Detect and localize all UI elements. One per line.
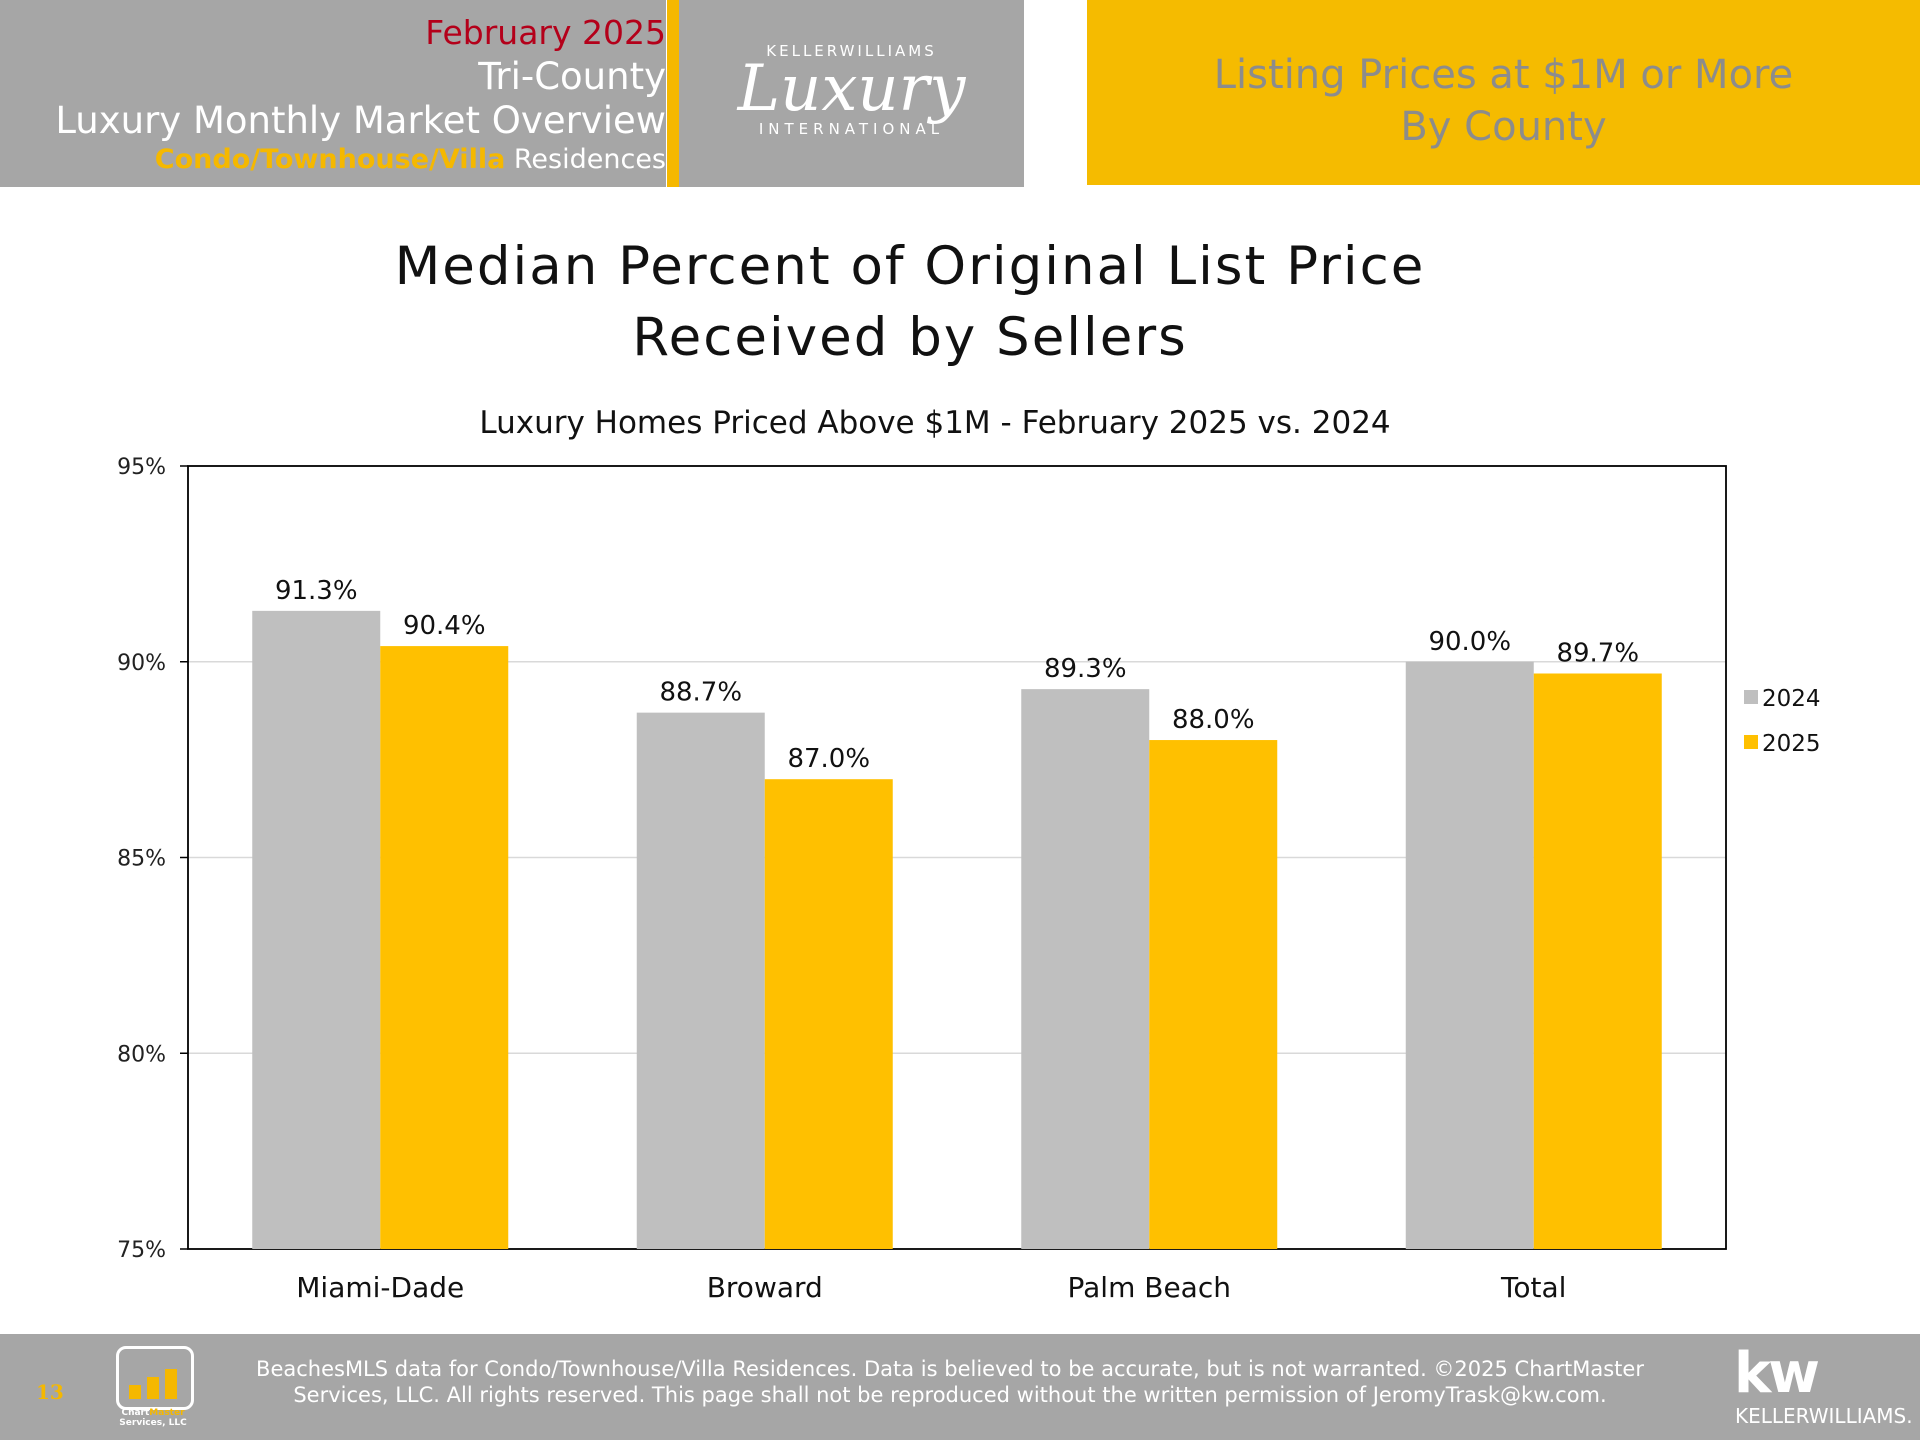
- legend-label: 2025: [1762, 731, 1821, 757]
- header-region: Tri-County: [478, 55, 666, 98]
- data-label: 90.4%: [403, 611, 486, 641]
- header-right-line1: Listing Prices at $1M or More: [1213, 52, 1794, 98]
- logo-brand: KELLERWILLIAMS: [766, 42, 937, 60]
- chart-title-line1: Median Percent of Original List Price: [394, 236, 1426, 297]
- y-tick-label: 95%: [117, 455, 166, 480]
- header-left-panel: February 2025 Tri-County Luxury Monthly …: [0, 0, 666, 187]
- x-tick-label: Broward: [707, 1271, 823, 1304]
- x-tick-label: Palm Beach: [1068, 1271, 1231, 1304]
- header-right-line2: By County: [1400, 104, 1607, 150]
- chartmaster-logo-icon: [116, 1346, 194, 1410]
- bar-2025-palm-beach: [1149, 740, 1278, 1249]
- chart-subtitle: Luxury Homes Priced Above $1M - February…: [479, 405, 1391, 441]
- caption-part: Chart: [121, 1408, 150, 1418]
- y-tick-label: 85%: [117, 847, 166, 872]
- disclaimer-line1: BeachesMLS data for Condo/Townhouse/Vill…: [256, 1357, 1644, 1381]
- property-type-accent: Condo/Townhouse/Villa: [154, 144, 506, 175]
- legend-swatch-2024: [1744, 690, 1758, 704]
- kw-logo: kw: [1734, 1341, 1820, 1406]
- chartmaster-caption: ChartMaster Services, LLC: [108, 1408, 198, 1429]
- bar-2024-broward: [636, 712, 765, 1249]
- data-label: 87.0%: [787, 744, 870, 774]
- x-tick-label: Total: [1500, 1271, 1566, 1304]
- header-property-type: Condo/Townhouse/Villa Residences: [26, 146, 666, 173]
- y-tick-label: 75%: [117, 1238, 166, 1263]
- data-label: 89.7%: [1556, 638, 1639, 668]
- legend-label: 2024: [1762, 686, 1821, 712]
- legend-swatch-2025: [1744, 735, 1758, 749]
- property-type-rest: Residences: [505, 144, 666, 175]
- logo-sub: INTERNATIONAL: [758, 120, 945, 138]
- logo-bar: [147, 1377, 159, 1399]
- footer: 13 ChartMaster Services, LLC BeachesMLS …: [0, 1334, 1920, 1440]
- y-tick-label: 90%: [117, 651, 166, 676]
- header-month: February 2025: [425, 13, 666, 52]
- data-label: 89.3%: [1044, 654, 1127, 684]
- header-right-panel: Listing Prices at $1M or More By County: [1087, 0, 1920, 185]
- y-tick-label: 80%: [117, 1042, 166, 1067]
- data-label: 91.3%: [275, 576, 358, 606]
- x-tick-label: Miami-Dade: [296, 1271, 464, 1304]
- data-label: 90.0%: [1428, 627, 1511, 657]
- page-number: 13: [36, 1380, 64, 1404]
- bar-2025-broward: [764, 779, 893, 1249]
- logo-script: Luxury: [737, 52, 966, 126]
- logo-bar: [165, 1369, 177, 1399]
- bar-2024-palm-beach: [1021, 689, 1150, 1249]
- data-label: 88.7%: [659, 678, 742, 708]
- caption-accent: Master: [149, 1408, 185, 1418]
- data-label: 88.0%: [1172, 705, 1255, 735]
- caption-part: Services, LLC: [119, 1418, 187, 1429]
- bar-2025-total: [1533, 673, 1662, 1249]
- plot-area: [187, 465, 1727, 1250]
- bar-2024-total: [1405, 661, 1534, 1249]
- bar-2024-miami-dade: [252, 610, 381, 1249]
- logo-bar: [129, 1385, 141, 1399]
- header-overview: Luxury Monthly Market Overview: [55, 99, 666, 142]
- kw-name: KELLERWILLIAMS.: [1735, 1404, 1913, 1428]
- header-stripe: [667, 0, 679, 187]
- bar-2025-miami-dade: [380, 646, 509, 1249]
- luxury-logo: KELLERWILLIAMS Luxury INTERNATIONAL: [679, 0, 1024, 187]
- chart-title-line2: Received by Sellers: [632, 307, 1188, 368]
- bar-chart: 75% 80% 85% 90% 95% 91.3% 90.4% Miami-Dade 88.7%…: [117, 455, 1821, 1304]
- disclaimer-line2: Services, LLC. All rights reserved. This…: [293, 1383, 1607, 1407]
